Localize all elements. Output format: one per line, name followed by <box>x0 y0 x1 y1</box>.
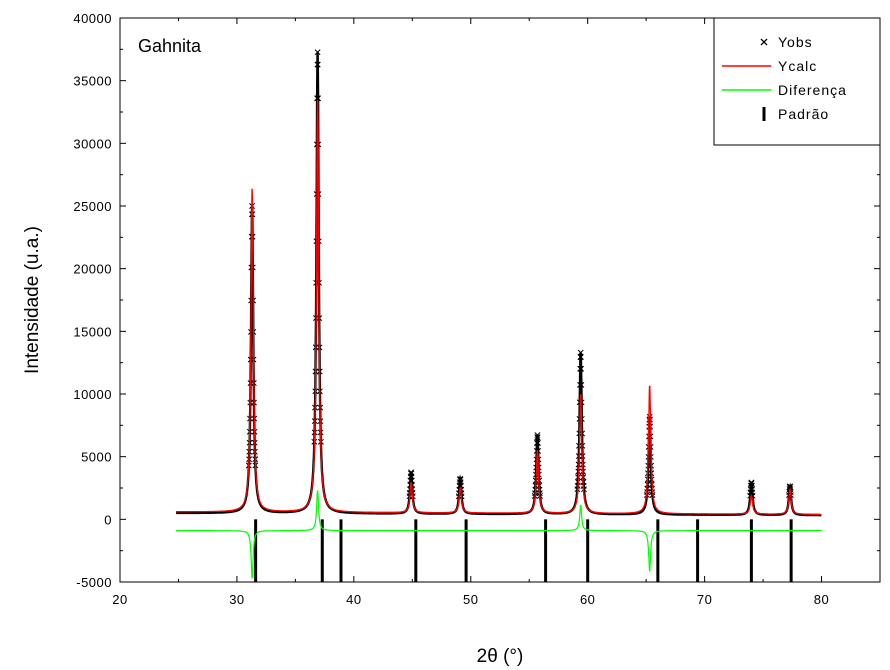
x-tick-label: 30 <box>229 592 244 607</box>
legend: Yobs Ycalc Diferença Padrão <box>713 17 881 146</box>
x-tick-label: 60 <box>580 592 595 607</box>
legend-label: Ycalc <box>778 58 817 74</box>
y-tick-label: 35000 <box>73 74 112 89</box>
legend-item-diferenca: Diferença <box>722 82 847 98</box>
legend-label: Padrão <box>778 106 829 122</box>
x-tick-label: 70 <box>697 592 712 607</box>
y-tick-label: 5000 <box>81 450 112 465</box>
yobs-trace <box>176 52 822 517</box>
legend-item-yobs: Yobs <box>760 34 813 50</box>
legend-item-ycalc: Ycalc <box>722 58 817 74</box>
chart-annotation: Gahnita <box>138 36 202 56</box>
legend-swatch-x-icon <box>760 38 768 46</box>
legend-label: Yobs <box>778 34 813 50</box>
legend-box <box>713 17 881 146</box>
ycalc-series <box>176 99 822 516</box>
x-tick-label: 50 <box>463 592 478 607</box>
y-tick-label: 40000 <box>73 11 112 26</box>
legend-item-padrao: Padrão <box>762 106 829 122</box>
y-tick-label: 10000 <box>73 387 112 402</box>
y-tick-label: 0 <box>104 512 112 527</box>
y-tick-label: 30000 <box>73 136 112 151</box>
yobs-markers <box>245 49 794 500</box>
x-tick-label: 80 <box>814 592 829 607</box>
x-tick-label: 40 <box>346 592 361 607</box>
y-tick-label: 15000 <box>73 324 112 339</box>
ycalc-line <box>176 99 822 516</box>
y-tick-label: -5000 <box>76 575 112 590</box>
x-tick-label: 20 <box>112 592 127 607</box>
difference-line <box>176 490 822 579</box>
y-tick-label: 25000 <box>73 199 112 214</box>
pattern-series <box>254 519 793 582</box>
axis-tick-labels: 20 30 40 50 60 70 80 -5000 0 5000 10000 15000 20000 2… <box>73 11 829 607</box>
y-axis-title: Intensidade (u.a.) <box>22 226 43 374</box>
x-axis-title: 2θ (°) <box>477 646 524 667</box>
y-tick-label: 20000 <box>73 262 112 277</box>
legend-label: Diferença <box>778 82 847 98</box>
difference-series <box>176 490 822 579</box>
